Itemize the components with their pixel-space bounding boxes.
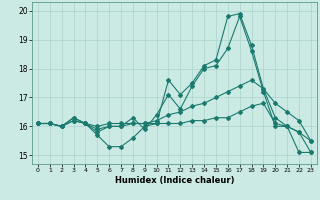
X-axis label: Humidex (Indice chaleur): Humidex (Indice chaleur) (115, 176, 234, 185)
